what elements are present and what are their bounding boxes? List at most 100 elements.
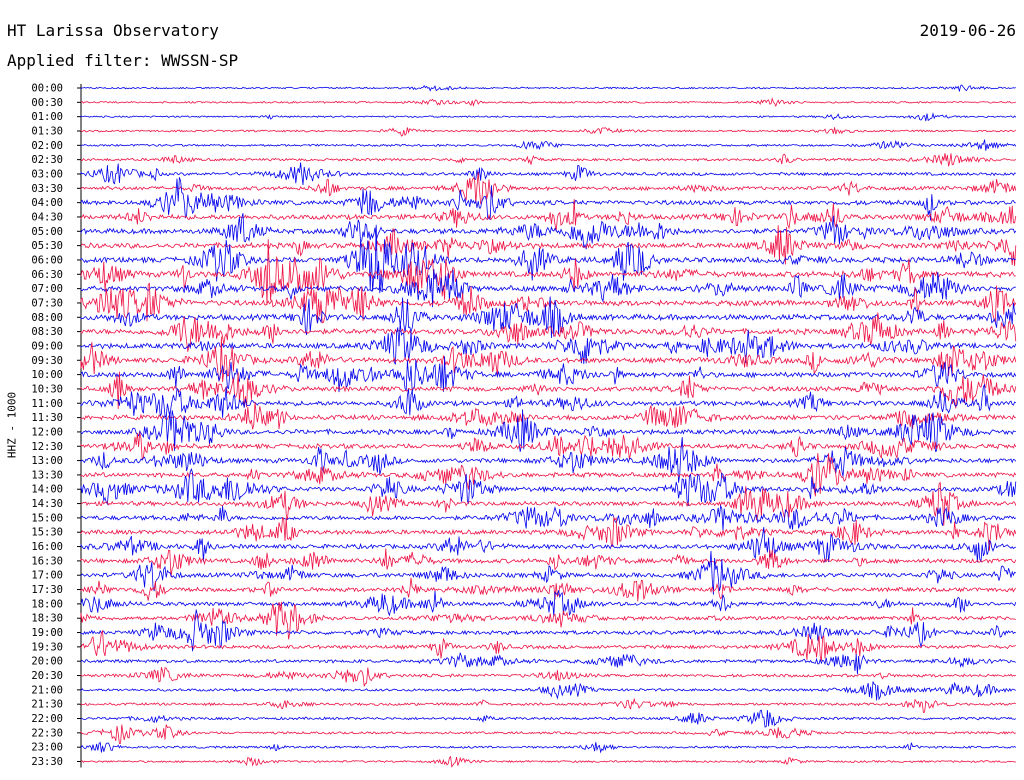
seismic-trace: [80, 312, 1017, 352]
y-tick-label: 10:30: [31, 383, 63, 395]
y-tick-label: 21:00: [31, 684, 63, 696]
y-tick-label: 01:30: [31, 125, 63, 137]
seismic-trace: [80, 322, 1017, 365]
y-tick-label: 19:00: [31, 627, 63, 639]
y-tick-label: 00:30: [31, 97, 63, 109]
seismic-trace: [80, 527, 1016, 563]
record-date: 2019-06-26: [919, 21, 1016, 40]
seismic-trace: [80, 127, 1017, 137]
seismic-trace: [80, 467, 1017, 507]
y-tick-label: 22:30: [31, 727, 63, 739]
y-tick-label: 18:30: [31, 613, 63, 625]
seismic-trace: [80, 652, 1017, 675]
y-tick-label: 03:30: [31, 183, 63, 195]
y-tick-label: 20:00: [31, 656, 63, 668]
y-tick-label: 09:30: [31, 355, 63, 367]
y-tick-label: 08:30: [31, 326, 63, 338]
seismic-trace: [80, 296, 1017, 339]
y-tick-label: 23:30: [31, 756, 63, 768]
seismic-trace: [80, 153, 1017, 167]
y-tick-label: 02:00: [31, 140, 63, 152]
y-tick-label: 06:00: [31, 254, 63, 266]
seismic-trace: [80, 84, 1016, 92]
seismic-trace: [80, 481, 1017, 526]
seismic-trace: [80, 239, 1016, 305]
seismic-trace: [80, 755, 1016, 768]
observatory-title: HT Larissa Observatory: [7, 21, 219, 40]
seismic-trace: [80, 681, 1016, 701]
y-tick-label: 12:00: [31, 426, 63, 438]
seismic-trace: [80, 356, 1017, 393]
y-tick-label: 16:30: [31, 555, 63, 567]
time-tick-labels: 00:00 00:30 01:00 01:30 02:00 02:30 03:00 03:30…: [31, 83, 63, 769]
seismic-trace: [80, 371, 1017, 409]
y-tick-label: 03:00: [31, 168, 63, 180]
y-tick-label: 00:00: [31, 83, 63, 95]
y-tick-label: 15:00: [31, 512, 63, 524]
y-tick-label: 07:30: [31, 297, 63, 309]
seismic-trace: [80, 590, 1017, 617]
seismic-trace: [80, 112, 1017, 122]
y-tick-label: 13:00: [31, 455, 63, 467]
applied-filter: Applied filter: WWSSN-SP: [7, 51, 239, 70]
y-tick-label: 09:00: [31, 340, 63, 352]
seismic-trace: [80, 548, 1017, 577]
seismic-trace: [80, 601, 1016, 640]
seismic-trace: [80, 384, 1017, 419]
y-tick-label: 18:00: [31, 598, 63, 610]
y-tick-label: 05:30: [31, 240, 63, 252]
seismic-trace: [80, 401, 1016, 430]
seismic-trace: [80, 452, 1017, 497]
seismic-trace: [80, 409, 1016, 452]
seismic-trace: [80, 97, 1016, 108]
seismic-trace: [80, 432, 1017, 461]
y-tick-label: 08:00: [31, 312, 63, 324]
y-tick-label: 20:30: [31, 670, 63, 682]
seismic-traces: [80, 84, 1017, 768]
seismic-trace: [80, 139, 1017, 151]
y-tick-label: 04:00: [31, 197, 63, 209]
seismic-trace: [80, 724, 1016, 744]
y-tick-label: 11:00: [31, 398, 63, 410]
y-tick-label: 05:00: [31, 226, 63, 238]
y-tick-label: 21:30: [31, 699, 63, 711]
seismic-trace: [80, 609, 1016, 652]
y-tick-label: 02:30: [31, 154, 63, 166]
y-tick-label: 14:30: [31, 498, 63, 510]
seismic-trace: [80, 282, 1017, 324]
y-tick-label: 23:00: [31, 742, 63, 754]
y-tick-label: 16:00: [31, 541, 63, 553]
seismic-trace: [80, 629, 1017, 661]
y-tick-label: 11:30: [31, 412, 63, 424]
y-tick-label: 10:00: [31, 369, 63, 381]
y-tick-label: 15:30: [31, 527, 63, 539]
seismic-trace: [80, 667, 1017, 687]
seismic-trace: [80, 162, 1016, 186]
seismic-trace: [80, 225, 1017, 267]
seismic-trace: [80, 268, 1016, 308]
seismic-trace: [80, 213, 1017, 250]
seismic-trace: [80, 577, 1017, 602]
y-tick-label: 19:30: [31, 641, 63, 653]
seismic-trace: [80, 224, 1016, 294]
seismic-trace: [80, 199, 1017, 232]
y-tick-label: 04:30: [31, 211, 63, 223]
seismic-trace: [80, 177, 1016, 221]
y-tick-label: 22:00: [31, 713, 63, 725]
seismic-trace: [80, 550, 1017, 595]
y-tick-label: 14:00: [31, 484, 63, 496]
seismic-trace: [80, 336, 1017, 383]
seismic-trace: [80, 697, 1016, 714]
y-tick-label: 17:00: [31, 570, 63, 582]
seismic-trace: [80, 741, 1017, 754]
seismic-trace: [80, 437, 1017, 483]
seismic-trace: [80, 172, 1017, 205]
seismic-trace: [80, 709, 1017, 728]
y-tick-label: 17:30: [31, 584, 63, 596]
y-tick-label: 06:30: [31, 269, 63, 281]
y-tick-label: 13:30: [31, 469, 63, 481]
y-tick-label: 12:30: [31, 441, 63, 453]
seismic-trace: [80, 516, 1017, 551]
seismic-trace: [80, 504, 1017, 531]
y-tick-label: 07:00: [31, 283, 63, 295]
